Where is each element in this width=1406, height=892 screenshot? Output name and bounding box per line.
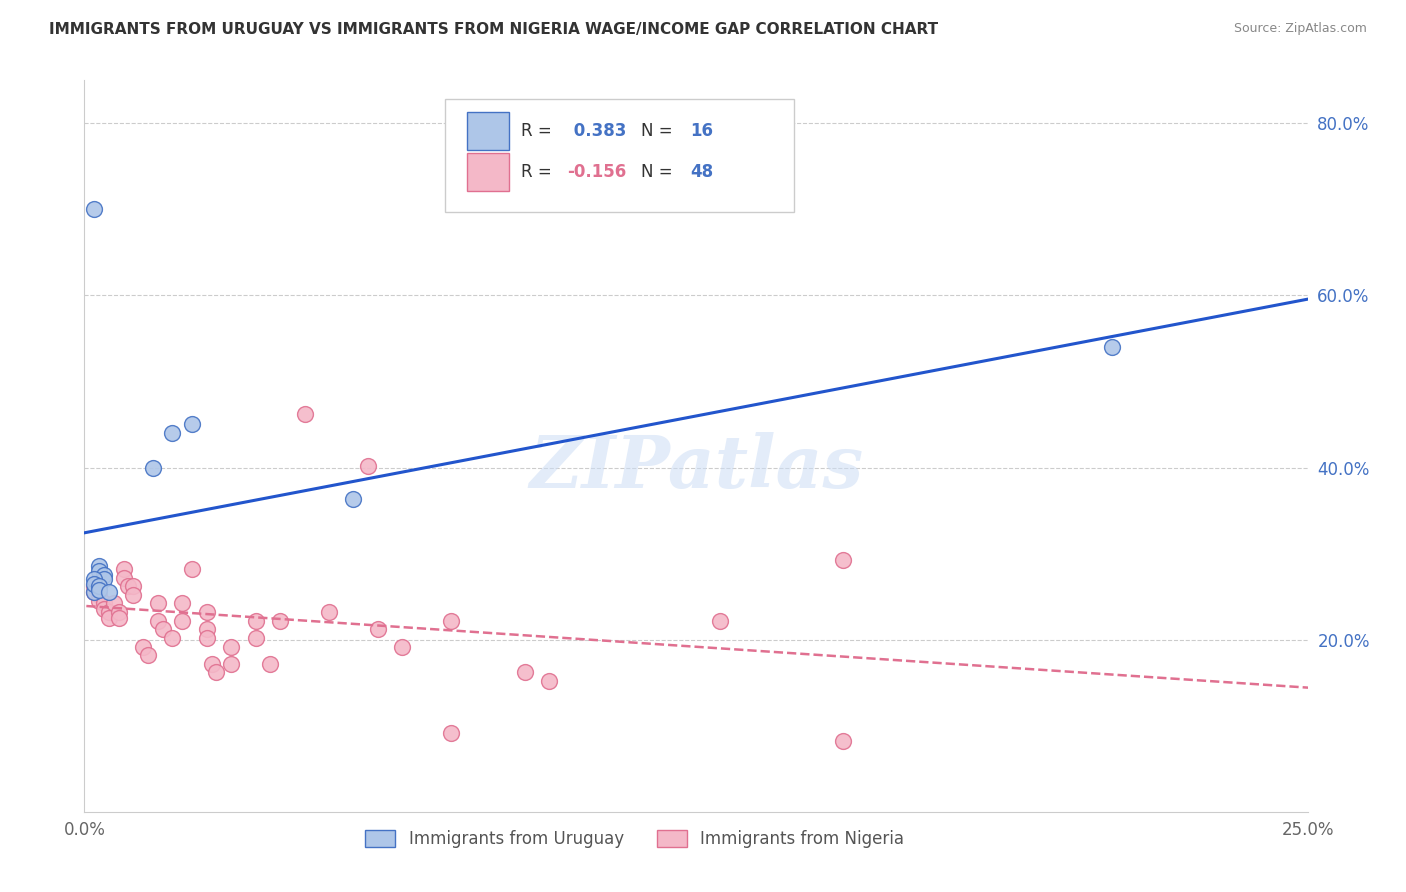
Point	[357, 458, 380, 473]
Text: R =: R =	[522, 122, 551, 140]
Point	[87, 582, 110, 597]
FancyBboxPatch shape	[467, 153, 509, 191]
Point	[83, 576, 105, 591]
Point	[93, 597, 115, 611]
Point	[269, 614, 291, 628]
Point	[342, 492, 364, 507]
Point	[152, 622, 174, 636]
Point	[117, 579, 139, 593]
Point	[513, 665, 536, 680]
Point	[107, 611, 129, 625]
Point	[195, 622, 218, 636]
Point	[391, 640, 413, 654]
Point	[93, 568, 115, 582]
Point	[200, 657, 222, 671]
Point	[219, 640, 242, 654]
Point	[93, 573, 115, 587]
Point	[831, 734, 853, 748]
Point	[1101, 340, 1123, 354]
Point	[87, 564, 110, 578]
Text: 16: 16	[690, 122, 713, 140]
Point	[172, 597, 194, 611]
Point	[87, 588, 110, 602]
Point	[107, 605, 129, 619]
Point	[97, 585, 120, 599]
Point	[132, 640, 155, 654]
Point	[245, 614, 267, 628]
Text: 0.383: 0.383	[568, 122, 626, 140]
Point	[97, 611, 120, 625]
Point	[294, 407, 316, 421]
Point	[709, 614, 731, 628]
Text: R =: R =	[522, 162, 551, 181]
Text: 48: 48	[690, 162, 713, 181]
Text: IMMIGRANTS FROM URUGUAY VS IMMIGRANTS FROM NIGERIA WAGE/INCOME GAP CORRELATION C: IMMIGRANTS FROM URUGUAY VS IMMIGRANTS FR…	[49, 22, 938, 37]
Point	[142, 460, 165, 475]
Point	[83, 585, 105, 599]
Point	[136, 648, 159, 662]
Point	[146, 597, 169, 611]
Point	[83, 585, 105, 599]
Point	[87, 559, 110, 574]
Point	[112, 571, 135, 585]
Text: ZIPatlas: ZIPatlas	[529, 433, 863, 503]
Point	[205, 665, 228, 680]
Point	[122, 579, 145, 593]
Point	[440, 725, 463, 739]
Point	[195, 605, 218, 619]
Point	[83, 573, 105, 587]
Point	[259, 657, 281, 671]
Point	[440, 614, 463, 628]
Point	[112, 562, 135, 576]
Point	[146, 614, 169, 628]
Point	[538, 673, 561, 688]
Point	[162, 631, 184, 645]
Point	[97, 605, 120, 619]
Point	[367, 622, 389, 636]
Point	[245, 631, 267, 645]
Point	[83, 202, 105, 217]
Point	[181, 562, 204, 576]
Point	[122, 588, 145, 602]
Text: Source: ZipAtlas.com: Source: ZipAtlas.com	[1233, 22, 1367, 36]
Point	[103, 597, 125, 611]
Point	[195, 631, 218, 645]
Point	[318, 605, 340, 619]
Point	[831, 553, 853, 567]
FancyBboxPatch shape	[446, 99, 794, 212]
Point	[172, 614, 194, 628]
Point	[181, 417, 204, 432]
Point	[93, 602, 115, 616]
Text: N =: N =	[641, 162, 672, 181]
Text: N =: N =	[641, 122, 672, 140]
Point	[87, 594, 110, 608]
Point	[87, 579, 110, 593]
Point	[219, 657, 242, 671]
Point	[83, 579, 105, 593]
Text: -0.156: -0.156	[568, 162, 627, 181]
Point	[162, 426, 184, 441]
Legend: Immigrants from Uruguay, Immigrants from Nigeria: Immigrants from Uruguay, Immigrants from…	[359, 823, 911, 855]
FancyBboxPatch shape	[467, 112, 509, 151]
